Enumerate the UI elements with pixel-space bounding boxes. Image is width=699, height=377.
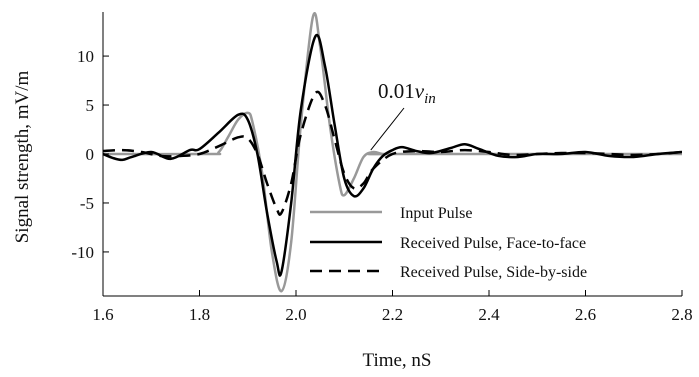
y-tick-label: 10 <box>77 47 94 66</box>
annotation-var: v <box>415 79 425 103</box>
annotation-prefix: 0.01 <box>378 79 415 103</box>
y-tick-label: -5 <box>80 194 94 213</box>
series-face-to-face-line <box>103 33 682 277</box>
y-tick-label: -10 <box>71 243 94 262</box>
x-tick-label: 2.4 <box>478 305 500 324</box>
x-tick-label: 1.8 <box>189 305 210 324</box>
x-tick-label: 1.6 <box>92 305 113 324</box>
x-tick-label: 2.2 <box>382 305 403 324</box>
y-axis-title: Signal strength, mV/m <box>12 70 33 243</box>
annotation-pointer <box>370 107 405 151</box>
ticks: 1.6 1.8 2.0 2.2 2.4 2.6 2.8 10 5 0 -5 -10 <box>71 47 692 324</box>
annotation-label: 0.01vin <box>378 79 436 107</box>
series-side-by-side-line <box>103 90 682 216</box>
legend: Input Pulse Received Pulse, Face-to-face… <box>310 205 587 281</box>
annotation: 0.01vin <box>370 79 436 151</box>
x-tick-label: 2.6 <box>575 305 596 324</box>
legend-label-side: Received Pulse, Side-by-side <box>400 264 587 281</box>
legend-label-input: Input Pulse <box>400 205 472 222</box>
y-tick-label: 5 <box>86 96 95 115</box>
y-tick-label: 0 <box>86 145 95 164</box>
series-lines <box>103 12 682 293</box>
legend-label-face: Received Pulse, Face-to-face <box>400 235 586 252</box>
x-axis-title: Time, nS <box>363 350 432 371</box>
x-tick-label: 2.0 <box>285 305 306 324</box>
x-tick-label: 2.8 <box>671 305 692 324</box>
annotation-subscript: in <box>424 91 436 107</box>
